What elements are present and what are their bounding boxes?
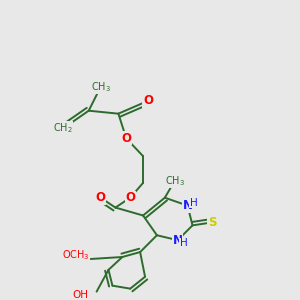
Text: H: H bbox=[180, 238, 188, 248]
Text: N: N bbox=[173, 234, 183, 247]
Text: O: O bbox=[121, 132, 131, 145]
Text: OH: OH bbox=[73, 290, 89, 300]
Text: N: N bbox=[183, 199, 193, 212]
Text: O: O bbox=[125, 191, 135, 204]
Text: CH$_3$: CH$_3$ bbox=[91, 80, 111, 94]
Text: OCH$_3$: OCH$_3$ bbox=[62, 248, 90, 262]
Text: H: H bbox=[190, 198, 197, 208]
Text: CH$_3$: CH$_3$ bbox=[165, 174, 185, 188]
Text: S: S bbox=[208, 216, 217, 229]
Text: O: O bbox=[143, 94, 153, 107]
Text: O: O bbox=[96, 191, 106, 204]
Text: CH$_2$: CH$_2$ bbox=[53, 122, 73, 135]
